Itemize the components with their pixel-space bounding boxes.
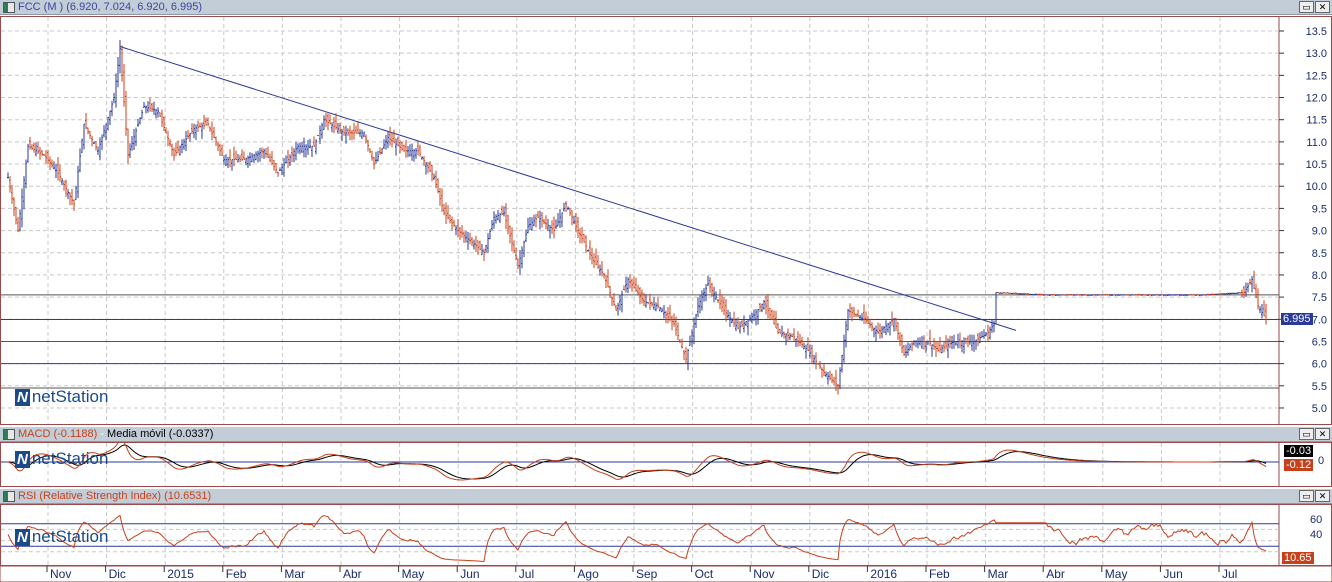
y-tick-label: 11.5 (1306, 115, 1327, 127)
rsi-level-60: 60 (1310, 514, 1323, 526)
panel-icon (3, 429, 15, 440)
y-tick-label: 13.5 (1306, 26, 1327, 38)
macd-title: MACD (-0.1188) (18, 428, 98, 440)
month-label: Jun (1163, 567, 1182, 581)
y-tick-label: 5.0 (1312, 403, 1327, 415)
rsi-level-40: 40 (1310, 529, 1323, 541)
macd-zero-label: 0 (1318, 455, 1325, 467)
month-label: Oct (695, 567, 714, 581)
y-tick-label: 10.0 (1306, 181, 1327, 193)
rsi-title: RSI (Relative Strength Index) (10.6531) (18, 490, 212, 502)
y-tick-label: 9.0 (1312, 226, 1327, 238)
y-tick-label: 7.5 (1312, 292, 1327, 304)
month-label: Abr (343, 567, 362, 581)
y-tick-label: 6.0 (1312, 359, 1327, 371)
last-price-label: 6.995 (1281, 313, 1313, 325)
y-tick-label: 5.5 (1312, 381, 1327, 393)
close-button[interactable]: ✕ (1315, 490, 1330, 502)
rsi-line (7, 514, 1267, 563)
month-label: Jul (1222, 567, 1237, 581)
restore-button[interactable]: ▭ (1299, 1, 1314, 13)
y-tick-label: 7.0 (1312, 314, 1327, 326)
month-label: 2016 (870, 567, 897, 581)
panel-icon (3, 491, 15, 502)
y-tick-label: 13.0 (1306, 48, 1327, 60)
macd-value: -0.12 (1284, 459, 1314, 471)
rsi-chart[interactable] (1, 505, 1331, 565)
y-tick-label: 6.5 (1312, 336, 1327, 348)
y-tick-label: 9.5 (1312, 203, 1327, 215)
month-label: Dic (812, 567, 829, 581)
month-label: Feb (226, 567, 247, 581)
time-axis: Nov Dic 2015 Feb Mar Abr May Jun Jul Ago Sep Oct Nov… (0, 566, 1332, 582)
month-label: 2015 (167, 567, 194, 581)
signal-line (7, 444, 1267, 480)
restore-button[interactable]: ▭ (1299, 490, 1314, 502)
month-label: Dic (109, 567, 126, 581)
month-label: Feb (929, 567, 950, 581)
month-label: Nov (50, 567, 71, 581)
rsi-titlebar: RSI (Relative Strength Index) (10.6531) … (0, 489, 1332, 504)
price-chart[interactable]: 13.5 13.0 12.5 12.0 11.5 11.0 10.5 10.0 9.5 9.0 8.… (1, 17, 1331, 424)
y-tick-label: 8.5 (1312, 248, 1327, 260)
main-panel-titlebar: FCC (M ) (6.920, 7.024, 6.920, 6.995) ▭ … (0, 0, 1332, 15)
y-tick-label: 10.5 (1306, 159, 1327, 171)
trendline (119, 46, 1017, 331)
macd-ma-title: Media móvil (-0.0337) (107, 428, 214, 440)
month-label: Mar (284, 567, 305, 581)
month-label: Ago (577, 567, 599, 581)
title-separator: - (97, 428, 108, 440)
y-tick-label: 12.0 (1306, 93, 1327, 105)
price-panel: 13.5 13.0 12.5 12.0 11.5 11.0 10.5 10.0 9.5 9.0 8.… (0, 16, 1332, 425)
rsi-value: 10.65 (1282, 552, 1314, 564)
close-button[interactable]: ✕ (1315, 1, 1330, 13)
y-tick-label: 12.5 (1306, 70, 1327, 82)
close-button[interactable]: ✕ (1315, 428, 1330, 440)
month-label: Sep (636, 567, 658, 581)
month-label: Jul (519, 567, 534, 581)
macd-titlebar: MACD (-0.1188) - Media móvil (-0.0337) ▭… (0, 427, 1332, 442)
axis-bg (0, 566, 1332, 582)
month-label: Nov (753, 567, 774, 581)
macd-line (7, 443, 1267, 481)
macd-ma-value: -0.03 (1284, 445, 1314, 457)
month-label: Mar (988, 567, 1009, 581)
y-tick-label: 8.0 (1312, 270, 1327, 282)
y-tick-label: 11.0 (1306, 137, 1327, 149)
month-label: May (402, 567, 425, 581)
month-label: Abr (1046, 567, 1065, 581)
month-label: May (1105, 567, 1128, 581)
month-label: Jun (460, 567, 479, 581)
macd-chart[interactable] (1, 443, 1331, 486)
restore-button[interactable]: ▭ (1299, 428, 1314, 440)
main-title: FCC (M ) (6.920, 7.024, 6.920, 6.995) (18, 1, 203, 13)
panel-icon (3, 2, 15, 13)
